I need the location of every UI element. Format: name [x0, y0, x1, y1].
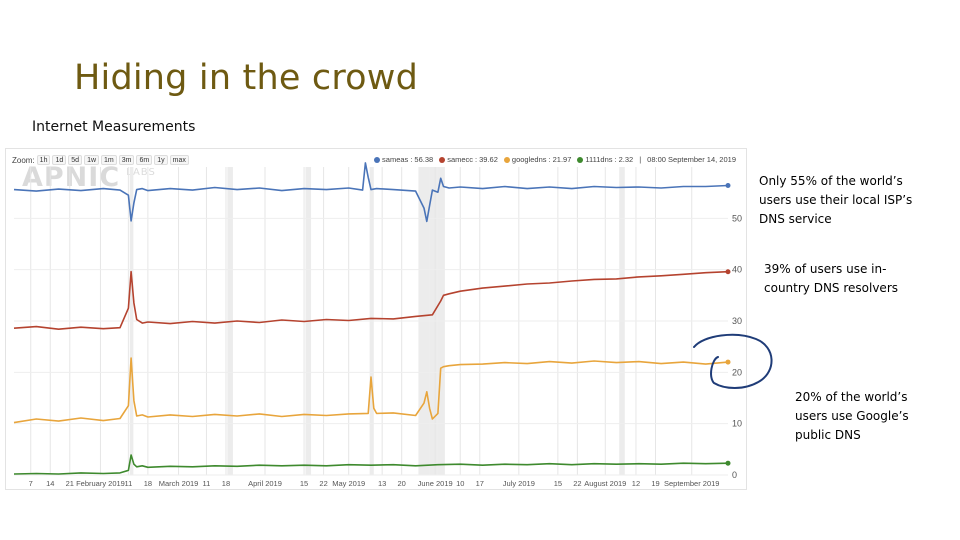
legend-item-sameas[interactable]: sameas : 56.38: [374, 155, 433, 164]
zoom-1d-button[interactable]: 1d: [52, 155, 67, 165]
highlight-circle: [693, 333, 773, 389]
annotation-in-country: 39% of users use in-country DNS resolver…: [764, 262, 899, 295]
zoom-bar: Zoom: 1h 1d 5d 1w 1m 3m 6m 1y max: [12, 155, 189, 165]
legend-dot-sameas: [374, 156, 381, 163]
series-end-point-samecc: [725, 269, 731, 275]
legend-value-googledns: 21.97: [552, 155, 572, 164]
y-tick-label-2: 20: [732, 367, 742, 377]
x-tick-label-11: 22: [319, 479, 327, 488]
zoom-5d-button[interactable]: 5d: [68, 155, 83, 165]
x-tick-label-15: June 2019: [418, 479, 453, 488]
x-tick-label-12: May 2019: [332, 479, 365, 488]
x-tick-label-24: September 2019: [664, 479, 719, 488]
legend-value-1111dns: 2.32: [618, 155, 634, 164]
legend-item-samecc[interactable]: samecc : 39.62: [439, 155, 498, 164]
x-tick-label-17: 17: [476, 479, 484, 488]
y-tick-label-4: 40: [732, 265, 742, 275]
series-line-sameas: [13, 162, 729, 223]
legend-name-sameas: sameas: [382, 155, 409, 164]
chart-legend: sameas : 56.38 samecc : 39.62 googledns …: [374, 155, 736, 164]
zoom-1y-button[interactable]: 1y: [154, 155, 168, 165]
series-line-samecc: [13, 270, 729, 330]
x-tick-label-9: April 2019: [248, 479, 282, 488]
legend-timestamp: 08:00 September 14, 2019: [647, 155, 736, 164]
x-tick-label-1: 14: [46, 479, 54, 488]
zoom-1w-button[interactable]: 1w: [84, 155, 100, 165]
x-tick-label-10: 15: [300, 479, 308, 488]
x-tick-label-4: 11: [124, 479, 132, 488]
legend-divider: |: [639, 155, 642, 164]
x-tick-label-2: 21: [66, 479, 74, 488]
legend-name-samecc: samecc: [447, 155, 474, 164]
highlight-circle-stroke: [693, 333, 773, 389]
chart-frame: APNIC LABS 0 10 20 30 40 50 7 14 21 February 2019…: [5, 148, 747, 490]
legend-name-googledns: googledns: [511, 155, 547, 164]
legend-item-googledns[interactable]: googledns : 21.97: [503, 155, 572, 164]
x-tick-label-0: 7: [29, 479, 33, 488]
x-tick-label-6: March 2019: [159, 479, 199, 488]
x-tick-label-7: 11: [203, 479, 211, 488]
slide-title: Hiding in the crowd: [74, 58, 419, 98]
legend-sep-samecc: :: [475, 155, 478, 164]
legend-name-1111dns: 1111dns: [585, 155, 613, 164]
y-tick-label-0: 0: [732, 470, 737, 480]
x-tick-label-5: 18: [144, 479, 152, 488]
x-tick-label-19: 15: [554, 479, 562, 488]
y-tick-label-1: 10: [732, 419, 742, 429]
legend-dot-1111dns: [577, 156, 584, 163]
x-tick-label-13: 13: [378, 479, 386, 488]
legend-item-1111dns[interactable]: 1111dns : 2.32: [577, 155, 633, 164]
annotation-local-isp: Only 55% of the world’s users use their …: [759, 174, 913, 226]
x-tick-label-18: July 2019: [503, 479, 535, 488]
zoom-max-button[interactable]: max: [169, 155, 189, 165]
x-tick-label-14: 20: [398, 479, 406, 488]
legend-sep-googledns: :: [548, 155, 551, 164]
zoom-1m-button[interactable]: 1m: [101, 155, 117, 165]
zoom-label: Zoom:: [12, 155, 35, 165]
zoom-1h-button[interactable]: 1h: [36, 155, 51, 165]
legend-dot-googledns: [503, 156, 510, 163]
y-tick-label-3: 30: [732, 316, 742, 326]
zoom-3m-button[interactable]: 3m: [118, 155, 135, 165]
legend-sep-sameas: :: [410, 155, 413, 164]
x-tick-label-16: 10: [456, 479, 464, 488]
legend-dot-samecc: [439, 156, 446, 163]
x-tick-label-21: August 2019: [584, 479, 626, 488]
legend-value-samecc: 39.62: [479, 155, 498, 164]
slide-subtitle: Internet Measurements: [32, 119, 196, 135]
x-tick-label-8: 18: [222, 479, 230, 488]
legend-sep-1111dns: :: [614, 155, 617, 164]
x-tick-label-20: 22: [573, 479, 581, 488]
x-tick-label-3: February 2019: [76, 479, 125, 488]
annotation-google-dns: 20% of the world’s users use Google’s pu…: [795, 390, 909, 442]
series-line-1111dns: [13, 454, 729, 475]
series-line-googledns: [13, 357, 729, 424]
series-end-point-googledns: [725, 359, 731, 365]
series-end-point-sameas: [725, 182, 731, 188]
x-tick-label-22: 12: [632, 479, 640, 488]
series-end-point-1111dns: [725, 460, 731, 466]
x-tick-label-23: 19: [651, 479, 659, 488]
y-tick-label-5: 50: [732, 213, 742, 223]
zoom-6m-button[interactable]: 6m: [136, 155, 153, 165]
legend-value-sameas: 56.38: [414, 155, 434, 164]
